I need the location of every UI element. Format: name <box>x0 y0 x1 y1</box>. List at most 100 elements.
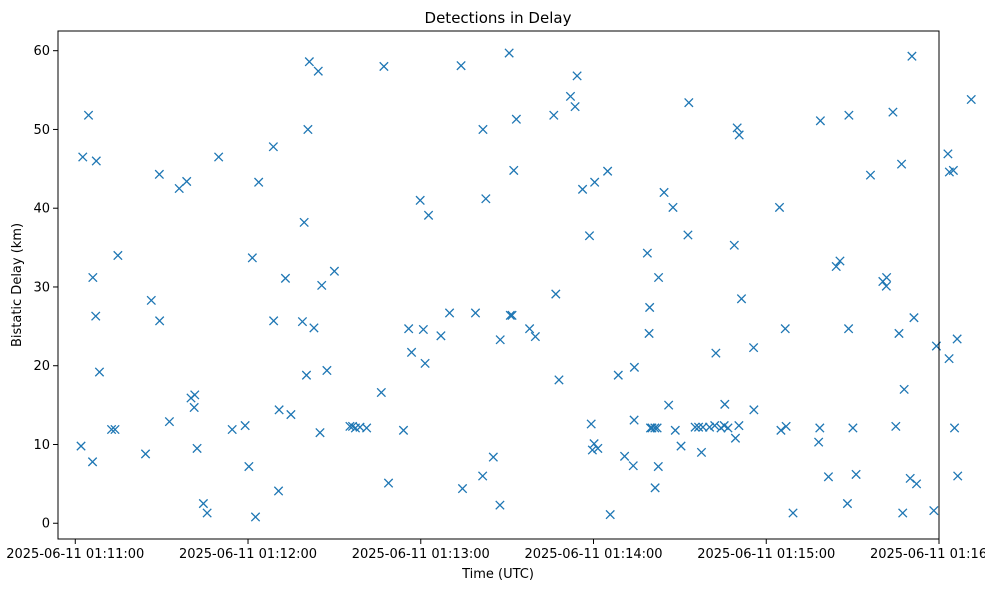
data-point <box>254 177 264 187</box>
x-tick-label: 2025-06-11 01:16:00 <box>870 547 985 562</box>
data-point <box>690 422 700 432</box>
data-point <box>213 152 224 162</box>
data-point <box>146 295 156 306</box>
data-point <box>420 358 430 369</box>
data-point <box>495 335 505 345</box>
data-point <box>91 156 101 166</box>
data-point <box>593 443 603 454</box>
data-point <box>642 248 653 258</box>
y-tick-label: 50 <box>33 123 50 138</box>
data-point <box>645 423 656 433</box>
data-point <box>774 202 785 213</box>
data-point <box>192 443 202 454</box>
data-point <box>361 423 372 433</box>
data-point <box>943 149 953 159</box>
data-point <box>659 187 669 198</box>
data-point <box>329 266 340 276</box>
data-point <box>504 48 514 58</box>
data-point <box>511 114 522 124</box>
data-point <box>470 308 481 318</box>
data-point <box>896 159 907 169</box>
data-point <box>696 447 707 458</box>
data-point <box>551 289 561 299</box>
data-point <box>140 449 151 459</box>
data-point <box>653 272 664 283</box>
data-point <box>301 370 312 380</box>
y-tick-label: 10 <box>33 438 50 453</box>
data-point <box>76 441 86 451</box>
data-point <box>723 423 733 433</box>
data-point <box>164 416 175 427</box>
data-point <box>280 273 291 283</box>
data-point <box>587 445 598 455</box>
data-point <box>586 419 596 429</box>
data-point <box>781 421 791 432</box>
data-point <box>299 217 309 228</box>
data-point <box>379 61 389 72</box>
data-point <box>309 323 319 333</box>
data-point <box>815 116 826 126</box>
x-tick-label: 2025-06-11 01:11:00 <box>6 547 144 562</box>
data-point <box>495 500 505 510</box>
y-axis-title: Bistatic Delay (km) <box>10 223 25 347</box>
data-point <box>189 402 199 413</box>
data-point <box>444 308 455 318</box>
data-point <box>776 425 786 435</box>
data-point <box>613 370 623 380</box>
data-point <box>881 281 891 291</box>
data-point <box>304 57 315 67</box>
data-point <box>865 170 876 180</box>
data-point <box>418 324 429 335</box>
data-point <box>676 441 686 451</box>
data-point <box>749 405 759 415</box>
data-point <box>644 302 655 313</box>
data-point <box>565 91 576 102</box>
data-point <box>734 130 744 140</box>
data-point <box>911 479 922 489</box>
data-point <box>888 107 898 117</box>
data-point <box>274 405 284 415</box>
data-point <box>488 452 498 462</box>
data-point <box>273 486 284 496</box>
x-tick-label: 2025-06-11 01:12:00 <box>179 547 317 562</box>
data-point <box>589 439 599 449</box>
data-point <box>286 409 296 420</box>
data-point <box>154 316 165 326</box>
data-point <box>698 422 708 432</box>
data-point <box>851 469 861 480</box>
x-axis: 2025-06-11 01:11:00 2025-06-11 01:12:00 20… <box>6 539 985 562</box>
data-point <box>83 110 94 120</box>
data-point <box>907 51 917 61</box>
data-point <box>570 101 580 112</box>
data-point <box>554 375 564 385</box>
data-point <box>509 165 519 176</box>
data-point <box>788 508 798 518</box>
data-point <box>198 498 209 509</box>
data-point <box>966 94 976 105</box>
data-point <box>590 177 600 187</box>
data-point <box>823 472 834 482</box>
data-point <box>734 420 744 431</box>
data-point <box>619 451 630 461</box>
data-point <box>250 512 261 522</box>
data-point <box>815 423 825 433</box>
chart-title: Detections in Delay <box>425 9 572 27</box>
data-point <box>650 423 660 433</box>
data-point <box>736 294 747 304</box>
data-point <box>406 347 417 357</box>
data-point <box>948 165 959 176</box>
data-point <box>507 310 517 320</box>
data-point <box>843 324 854 334</box>
data-point <box>481 194 491 204</box>
data-point <box>202 508 212 518</box>
data-point <box>704 422 715 432</box>
x-tick-label: 2025-06-11 01:14:00 <box>524 547 662 562</box>
data-point <box>322 365 332 376</box>
data-markers <box>76 48 976 522</box>
data-point <box>605 509 615 520</box>
data-point <box>684 98 694 108</box>
data-point <box>315 428 325 438</box>
data-point <box>944 353 954 364</box>
